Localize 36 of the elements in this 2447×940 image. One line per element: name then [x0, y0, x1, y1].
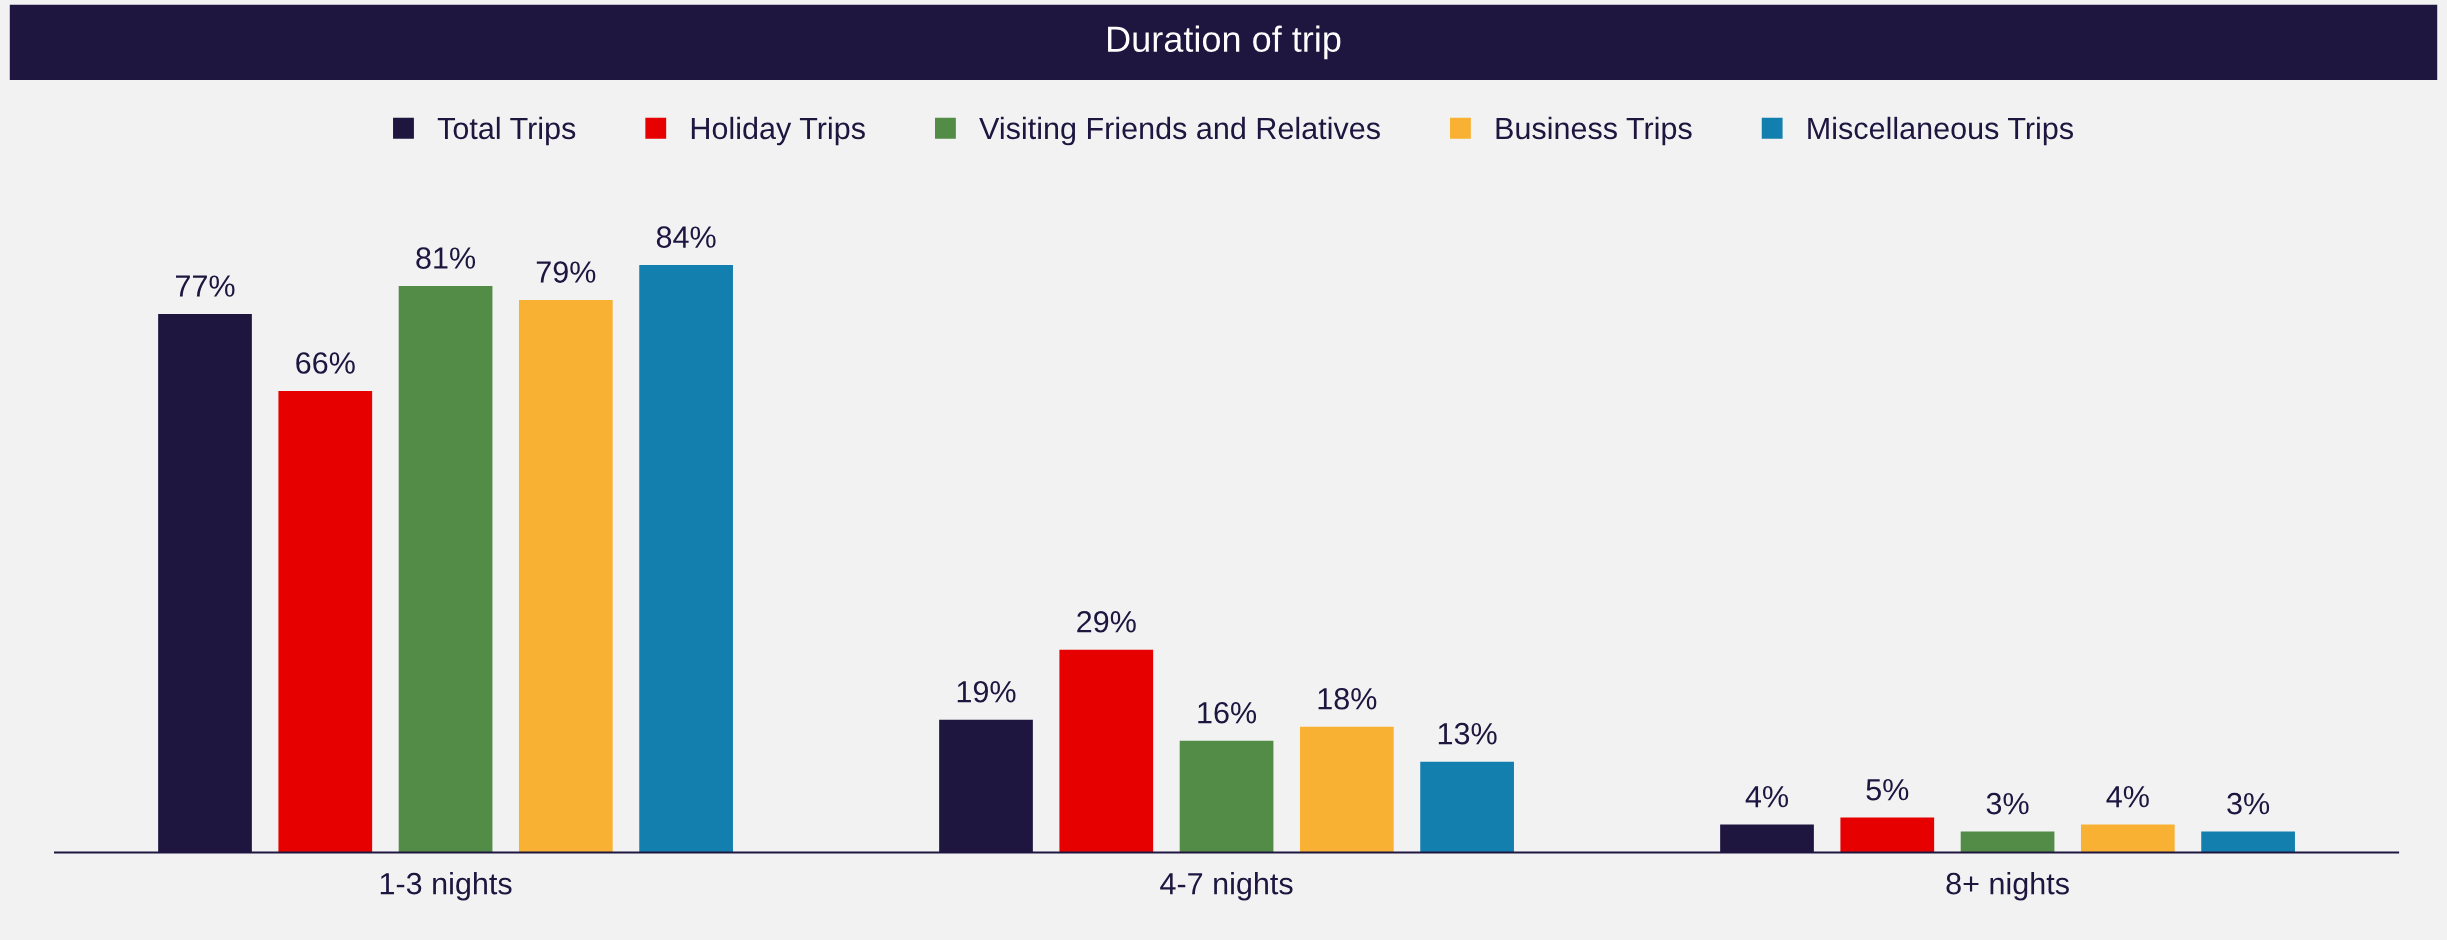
data-label: 16% — [1198, 701, 1257, 724]
x-tick-label: 8+ nights — [1946, 872, 2069, 901]
bar — [1960, 831, 2055, 853]
bar — [639, 265, 733, 853]
data-label: 66% — [296, 352, 355, 374]
data-label: 84% — [656, 226, 716, 248]
data-label: 13% — [1438, 722, 1497, 745]
legend-label: Miscellaneous Trips — [1808, 116, 2073, 146]
chart-title: Duration of trip — [1108, 25, 1341, 60]
data-label: 4% — [1745, 785, 1789, 808]
legend-label: Visiting Friends and Relatives — [979, 116, 1380, 146]
legend-label: Total Trips — [437, 116, 576, 146]
bar — [1059, 649, 1154, 853]
data-label: 77% — [176, 275, 235, 297]
legend-label: Holiday Trips — [691, 116, 865, 146]
data-label: 3% — [1986, 792, 2029, 815]
data-label: 29% — [1077, 610, 1136, 633]
x-tick-label: 4-7 nights — [1160, 872, 1293, 901]
bar — [1179, 740, 1274, 853]
bar — [278, 390, 373, 853]
data-label: 18% — [1318, 687, 1377, 710]
x-tick-label: 1-3 nights — [380, 872, 512, 901]
bar — [398, 286, 493, 853]
legend-label: Business Trips — [1496, 116, 1692, 146]
data-label: 5% — [1866, 778, 1909, 801]
data-label: 81% — [416, 247, 476, 269]
bar — [1420, 761, 1514, 853]
data-label: 3% — [2227, 792, 2270, 815]
data-label: 19% — [957, 680, 1016, 703]
bar — [2201, 831, 2295, 853]
bar — [1840, 817, 1935, 853]
bar — [2080, 824, 2175, 853]
bar — [1299, 726, 1394, 853]
data-label: 4% — [2106, 785, 2149, 808]
bar — [518, 300, 613, 853]
data-label: 79% — [536, 261, 596, 283]
